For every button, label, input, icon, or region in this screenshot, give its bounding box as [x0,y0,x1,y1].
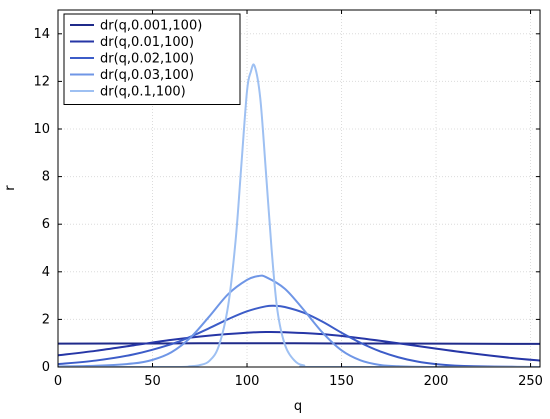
y-tick-label: 8 [42,170,50,185]
series-line-2 [58,304,540,367]
x-tick-label: 200 [424,374,449,389]
axis-ticks: 0 50 100 150 200 250 0 2 4 6 8 10 12 14 [33,10,543,389]
y-tick-label: 14 [33,27,50,42]
axis-labels: q r [3,185,302,414]
y-tick-label: 6 [42,217,50,232]
y-tick-label: 2 [42,312,50,327]
legend-label-4: dr(q,0.1,100) [100,85,186,100]
legend-label-1: dr(q,0.01,100) [100,35,194,50]
legend-label-0: dr(q,0.001,100) [100,19,202,34]
plot-frame [57,9,541,368]
x-tick-label: 250 [518,374,543,389]
series-layer [58,63,540,367]
y-tick-label: 0 [42,360,50,375]
series-line-3 [58,274,540,367]
x-tick-label: 100 [235,374,260,389]
legend-box [63,13,241,105]
x-axis-label: q [294,399,302,414]
legend: dr(q,0.001,100)dr(q,0.01,100) dr(q,0.02,1… [63,13,241,105]
x-tick-label: 150 [329,374,354,389]
series-line-1 [58,330,540,362]
series-line-4 [58,63,540,367]
x-tick-label: 50 [144,374,161,389]
series-line-0 [58,342,540,345]
y-axis-label: r [3,185,18,191]
y-tick-label: 10 [33,122,50,137]
y-tick-label: 4 [42,265,50,280]
y-tick-label: 12 [33,74,50,89]
legend-label-2: dr(q,0.02,100) [100,52,194,67]
legend-label-3: dr(q,0.03,100) [100,68,194,83]
x-tick-label: 0 [54,374,62,389]
